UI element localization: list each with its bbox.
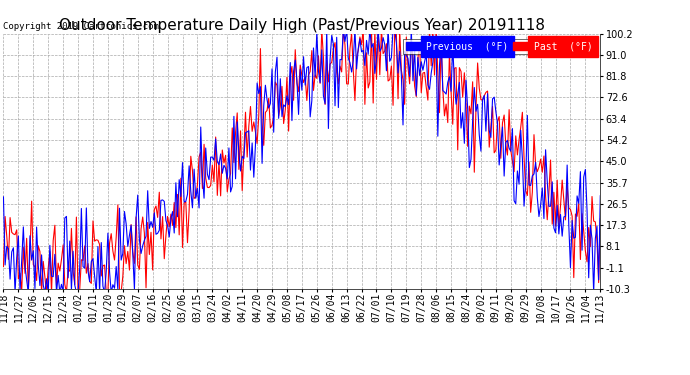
Legend: Previous  (°F), Past  (°F): Previous (°F), Past (°F): [403, 39, 595, 54]
Title: Outdoor Temperature Daily High (Past/Previous Year) 20191118: Outdoor Temperature Daily High (Past/Pre…: [59, 18, 545, 33]
Text: Copyright 2019 Cartronics.com: Copyright 2019 Cartronics.com: [3, 22, 159, 31]
